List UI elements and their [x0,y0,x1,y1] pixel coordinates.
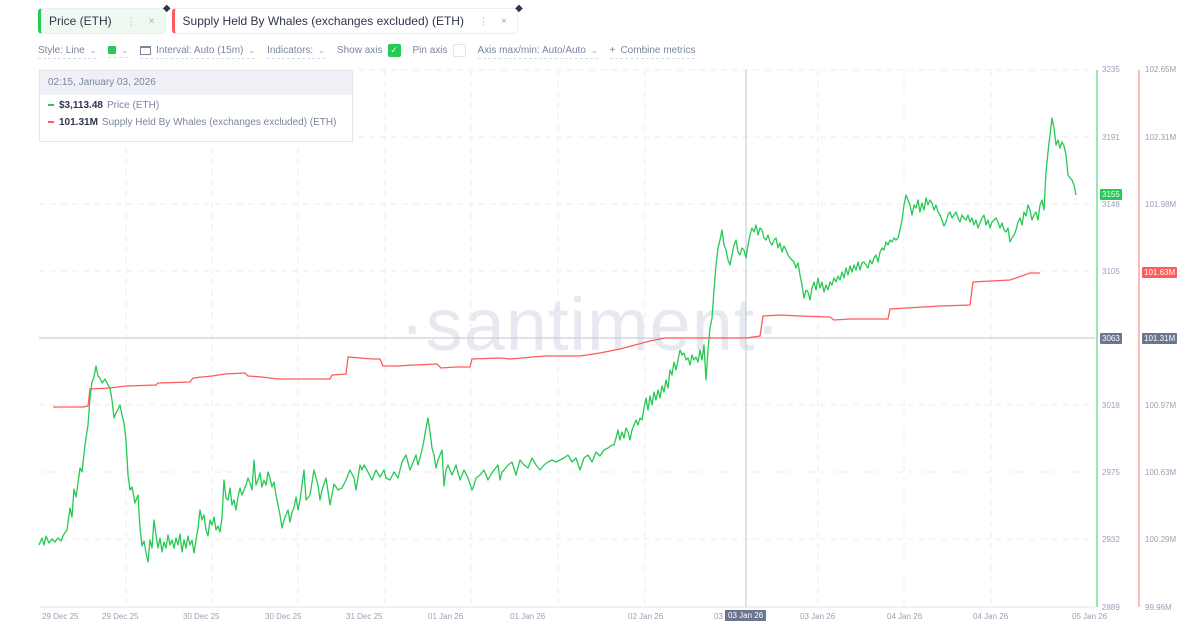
x-tick: 03 Jan 26 [800,612,836,621]
color-swatch [108,46,117,54]
more-icon[interactable]: ⋮ [125,15,137,28]
chevron-down-icon: ⌄ [248,45,256,55]
x-tick: 30 Dec 25 [265,612,302,621]
price-tick: 2932 [1102,535,1120,544]
metric-tabs: Price (ETH) ⋮ × ◆ Supply Held By Whales … [38,3,523,34]
x-tick: 01 Jan 26 [428,612,464,621]
x-crosshair-badge: 03 Jan 26 [725,610,767,621]
price-tick: 3105 [1102,267,1120,276]
chevron-down-icon: ⌄ [121,45,129,55]
color-picker[interactable]: ⌄ [108,45,129,58]
price-tick: 2889 [1102,603,1120,612]
tab-label: Price (ETH) [49,14,112,28]
price-series-line [38,117,1077,563]
supply-current-badge: 101.63M [1142,267,1178,278]
tab-supply-whales[interactable]: Supply Held By Whales (exchanges exclude… [171,3,523,34]
price-tick: 3235 [1102,65,1120,74]
supply-tick: 102.65M [1145,65,1177,74]
price-tick: 3191 [1102,133,1120,142]
chevron-down-icon: ⌄ [89,45,97,55]
price-tick: 3148 [1102,200,1120,209]
tab-price-eth[interactable]: Price (ETH) ⋮ × ◆ [38,3,171,34]
x-tick: 04 Jan 26 [973,612,1009,621]
supply-tick: 100.29M [1145,535,1177,544]
tooltip-price-label: Price (ETH) [106,99,160,111]
interval-label: Interval: Auto (15m) [156,44,244,56]
close-icon[interactable]: × [148,15,155,27]
tab-label: Supply Held By Whales (exchanges exclude… [182,14,464,28]
calendar-icon [140,45,152,55]
pin-icon[interactable]: ◆ [162,3,171,14]
supply-tick: 100.63M [1145,468,1177,477]
pin-axis-toggle[interactable]: Pin axis [413,44,466,59]
tooltip-supply-label: Supply Held By Whales (exchanges exclude… [101,116,337,128]
supply-series-line [53,272,1040,408]
tooltip-price-value: $3,113.48 [59,99,103,111]
x-tick: 29 Dec 25 [42,612,79,621]
supply-tick: 99.96M [1145,603,1172,612]
indicators-dropdown[interactable]: Indicators: ⌄ [267,45,325,59]
more-icon[interactable]: ⋮ [477,15,489,28]
supply-tick: 101.98M [1145,200,1177,209]
santiment-watermark: ·santiment· [400,283,782,366]
supply-tick: 102.31M [1145,133,1177,142]
tooltip-row-price: $3,113.48 Price (ETH) [40,98,352,112]
x-tick: 02 Jan 26 [628,612,664,621]
supply-crosshair-badge: 101.31M [1142,333,1178,344]
x-tick: 31 Dec 25 [346,612,383,621]
style-dropdown[interactable]: Style: Line ⌄ [38,44,97,59]
axis-maxmin-dropdown[interactable]: Axis max/min: Auto/Auto ⌄ [477,44,598,59]
price-crosshair-badge: 3063 [1100,333,1122,344]
x-tick: 04 Jan 26 [887,612,923,621]
legend-dash-red [48,121,54,123]
supply-tick: 100.97M [1145,401,1177,410]
price-current-badge: 3155 [1100,189,1122,200]
chevron-down-icon: ⌄ [318,45,325,55]
indicators-label: Indicators: [267,44,314,56]
x-tick: 01 Jan 26 [510,612,546,621]
x-tick-partial: 03 [714,612,723,621]
price-tick: 3018 [1102,401,1120,410]
x-tick: 29 Dec 25 [102,612,139,621]
chart-toolbar: Style: Line ⌄ ⌄ Interval: Auto (15m) ⌄ I… [38,44,707,59]
plus-icon: + [609,44,616,56]
show-axis-label: Show axis [336,45,383,56]
pin-axis-label: Pin axis [412,45,448,56]
chevron-down-icon: ⌄ [590,45,598,55]
style-label: Style: Line [38,44,85,56]
tooltip-supply-value: 101.31M [59,116,98,128]
x-tick: 05 Jan 26 [1072,612,1108,621]
combine-metrics-button[interactable]: + Combine metrics [609,44,696,59]
crosshair-tooltip: 02:15, January 03, 2026 $3,113.48 Price … [39,70,353,142]
combine-metrics-label: Combine metrics [620,44,696,56]
legend-dash-green [48,104,54,106]
x-tick: 30 Dec 25 [183,612,220,621]
axis-maxmin-label: Axis max/min: Auto/Auto [477,44,586,56]
show-axis-toggle[interactable]: Show axis ✓ [337,44,401,59]
close-icon[interactable]: × [500,15,507,27]
interval-dropdown[interactable]: Interval: Auto (15m) ⌄ [140,44,256,59]
price-tick: 2975 [1102,468,1120,477]
pin-axis-checkbox[interactable] [452,44,466,57]
show-axis-checkbox[interactable]: ✓ [387,44,401,57]
tooltip-row-supply: 101.31M Supply Held By Whales (exchanges… [40,115,352,129]
pin-icon[interactable]: ◆ [515,3,523,14]
tooltip-date: 02:15, January 03, 2026 [40,71,352,95]
